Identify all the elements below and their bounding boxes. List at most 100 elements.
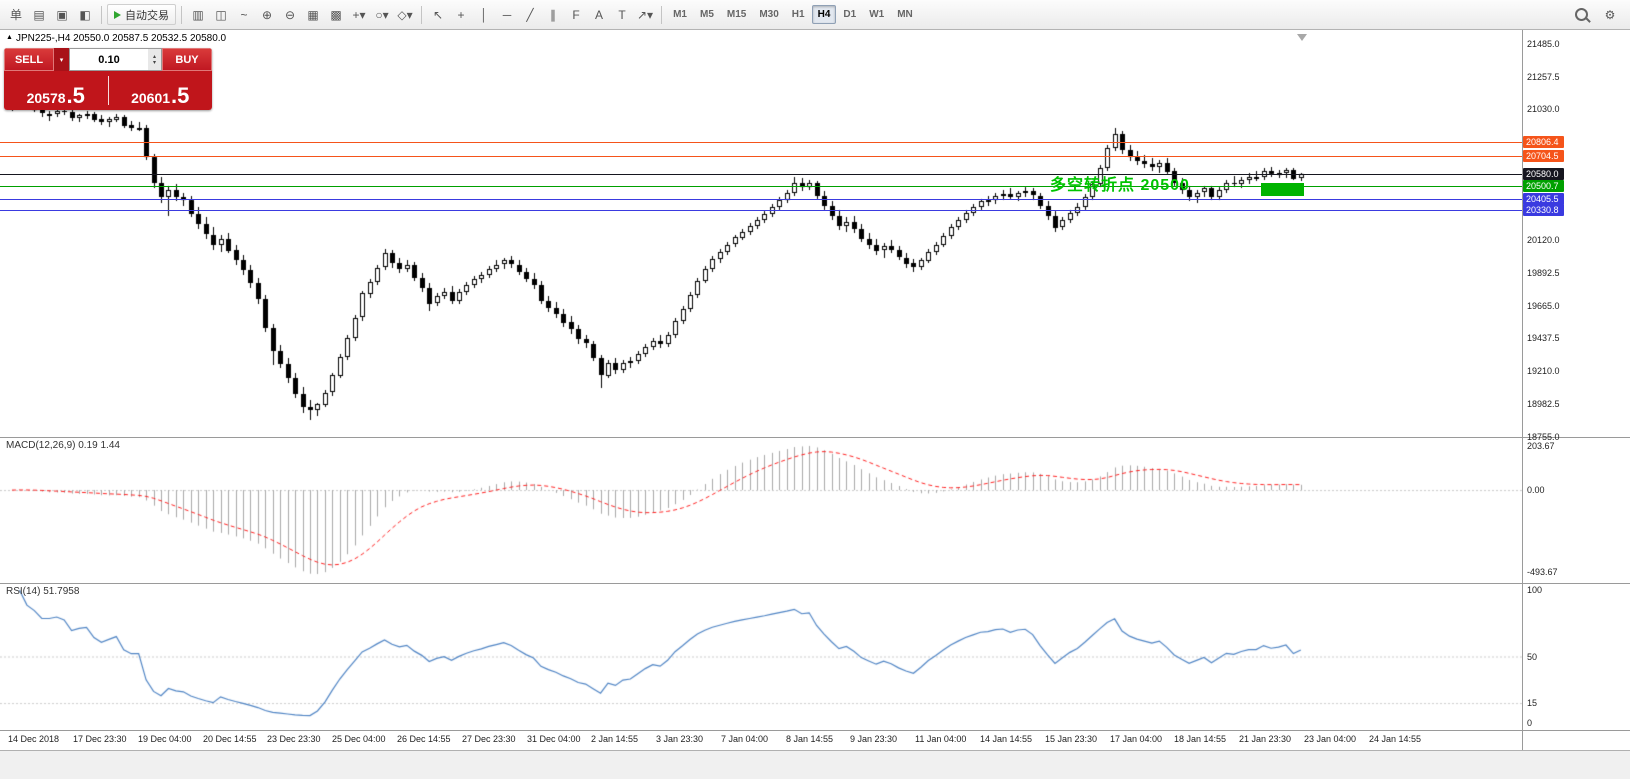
timeframe-button-m1[interactable]: M1 bbox=[667, 5, 693, 24]
hline-20405.5[interactable] bbox=[0, 199, 1522, 200]
sell-button[interactable]: SELL bbox=[4, 48, 54, 71]
crosshair-icon[interactable]: + bbox=[450, 4, 472, 25]
zoom-in-icon[interactable]: ⊕ bbox=[256, 4, 278, 25]
profiles-icon[interactable]: ▣ bbox=[51, 4, 73, 25]
price-tick: 19437.5 bbox=[1527, 333, 1560, 344]
hline-20500.7[interactable] bbox=[0, 186, 1522, 187]
macd-axis-label: 0.00 bbox=[1527, 485, 1545, 496]
buy-button[interactable]: BUY bbox=[162, 48, 212, 71]
search-icon bbox=[1575, 8, 1588, 21]
hline-20806.4[interactable] bbox=[0, 142, 1522, 143]
volume-stepper[interactable]: ▴ ▾ bbox=[148, 49, 161, 70]
price-scale-separator bbox=[1522, 30, 1523, 750]
volume-up-icon[interactable]: ▴ bbox=[152, 53, 156, 60]
timeframes-menu-icon[interactable]: ○▾ bbox=[371, 4, 393, 25]
time-label: 25 Dec 04:00 bbox=[332, 734, 386, 744]
panel-separator-macd-rsi[interactable] bbox=[0, 583, 1630, 584]
vertical-line-icon[interactable]: │ bbox=[473, 4, 495, 25]
tile-windows-icon[interactable]: ▦ bbox=[302, 4, 324, 25]
volume-down-icon[interactable]: ▾ bbox=[152, 59, 156, 66]
cursor-icon[interactable]: ↖ bbox=[427, 4, 449, 25]
equidistant-channel-icon[interactable]: ∥ bbox=[542, 4, 564, 25]
fibonacci-icon[interactable]: F bbox=[565, 4, 587, 25]
templates-menu-icon[interactable]: ◇▾ bbox=[394, 4, 416, 25]
time-label: 23 Jan 04:00 bbox=[1304, 734, 1357, 744]
toolbar-separator bbox=[661, 5, 663, 24]
price-tick: 20120.0 bbox=[1527, 235, 1560, 246]
charts-icon[interactable]: ▤ bbox=[28, 4, 50, 25]
time-label: 24 Jan 14:55 bbox=[1369, 734, 1422, 744]
settings-icon[interactable]: ⚙ bbox=[1599, 4, 1621, 25]
text-label-icon[interactable]: T bbox=[611, 4, 633, 25]
macd-indicator-label: MACD(12,26,9) 0.19 1.44 bbox=[6, 440, 120, 451]
one-click-trading-panel: SELL ▾ ▴ ▾ BUY 20578 .5 20601 .5 bbox=[4, 48, 212, 110]
arrows-icon[interactable]: ↗▾ bbox=[634, 4, 656, 25]
timeframe-button-h4[interactable]: H4 bbox=[811, 5, 837, 24]
buy-price[interactable]: 20601 .5 bbox=[109, 71, 213, 110]
sell-dropdown-icon[interactable]: ▾ bbox=[54, 48, 69, 71]
window-bottom-strip bbox=[0, 750, 1630, 779]
autotrading-label: 自动交易 bbox=[125, 9, 169, 22]
price-tick: 21257.5 bbox=[1527, 71, 1560, 82]
indicators-menu-icon[interactable]: +▾ bbox=[348, 4, 370, 25]
horizontal-line-icon[interactable]: ─ bbox=[496, 4, 518, 25]
timeframe-button-d1[interactable]: D1 bbox=[837, 5, 862, 24]
timeframe-button-m5[interactable]: M5 bbox=[694, 5, 720, 24]
new-order-icon[interactable]: 单 bbox=[5, 4, 27, 25]
volume-input[interactable] bbox=[70, 49, 148, 70]
time-label: 18 Jan 14:55 bbox=[1174, 734, 1227, 744]
macd-axis-label: -493.67 bbox=[1527, 567, 1558, 577]
price-tag-20330.8: 20330.8 bbox=[1523, 203, 1564, 216]
rsi-axis-label: 15 bbox=[1527, 698, 1538, 709]
time-label: 2 Jan 14:55 bbox=[591, 734, 639, 744]
zoom-out-icon[interactable]: ⊖ bbox=[279, 4, 301, 25]
candlestick-chart-icon[interactable]: ◫ bbox=[210, 4, 232, 25]
rsi-indicator-label: RSI(14) 51.7958 bbox=[6, 586, 80, 597]
line-chart-icon[interactable]: ~ bbox=[233, 4, 255, 25]
time-label: 14 Dec 2018 bbox=[8, 734, 60, 744]
timeframe-button-h1[interactable]: H1 bbox=[786, 5, 811, 24]
hline-20704.5[interactable] bbox=[0, 156, 1522, 157]
autotrading-play-icon bbox=[114, 10, 121, 19]
time-label: 14 Jan 14:55 bbox=[980, 734, 1033, 744]
time-label: 26 Dec 14:55 bbox=[397, 734, 451, 744]
rsi-axis-label: 50 bbox=[1527, 651, 1538, 662]
hline-20580.0[interactable] bbox=[0, 174, 1522, 175]
timeframe-button-m30[interactable]: M30 bbox=[753, 5, 784, 24]
timeframe-button-m15[interactable]: M15 bbox=[721, 5, 752, 24]
time-label: 7 Jan 04:00 bbox=[721, 734, 769, 744]
price-tick: 18982.5 bbox=[1527, 398, 1560, 409]
macd-axis-label: 203.67 bbox=[1527, 441, 1555, 451]
bar-chart-icon[interactable]: ▥ bbox=[187, 4, 209, 25]
price-chart-canvas[interactable] bbox=[0, 30, 1630, 750]
trendline-icon[interactable]: ╱ bbox=[519, 4, 541, 25]
market-watch-icon[interactable]: ◧ bbox=[74, 4, 96, 25]
sell-price-frac: .5 bbox=[66, 83, 85, 108]
sell-price[interactable]: 20578 .5 bbox=[4, 71, 108, 110]
cascade-windows-icon[interactable]: ▩ bbox=[325, 4, 347, 25]
chart-shift-marker-icon[interactable] bbox=[1297, 34, 1307, 41]
time-label: 27 Dec 23:30 bbox=[462, 734, 516, 744]
price-tick: 18755.0 bbox=[1527, 431, 1560, 442]
text-icon[interactable]: A bbox=[588, 4, 610, 25]
chart-ohlc-title: ▲ JPN225-,H4 20550.0 20587.5 20532.5 2058… bbox=[6, 33, 227, 44]
symbol-marker-icon: ▲ bbox=[6, 34, 13, 41]
turning-point-annotation[interactable]: 多空转折点 20500 bbox=[1050, 177, 1190, 194]
highlight-rectangle[interactable] bbox=[1261, 183, 1304, 196]
search-icon[interactable] bbox=[1569, 4, 1597, 25]
autotrading-button[interactable]: 自动交易 bbox=[107, 4, 176, 25]
timeframe-button-mn[interactable]: MN bbox=[891, 5, 919, 24]
time-label: 17 Dec 23:30 bbox=[73, 734, 127, 744]
toolbar-separator bbox=[101, 5, 102, 24]
price-tick: 19210.0 bbox=[1527, 366, 1560, 377]
time-label: 11 Jan 04:00 bbox=[915, 734, 967, 744]
time-label: 21 Jan 23:30 bbox=[1239, 734, 1292, 744]
price-tick: 19665.0 bbox=[1527, 300, 1560, 311]
timeframe-button-w1[interactable]: W1 bbox=[863, 5, 890, 24]
hline-20330.8[interactable] bbox=[0, 210, 1522, 211]
sell-price-main: 20578 bbox=[26, 90, 66, 106]
buy-price-main: 20601 bbox=[131, 90, 171, 106]
panel-separator-main-macd[interactable] bbox=[0, 437, 1630, 438]
price-tag-20806.4: 20806.4 bbox=[1523, 135, 1564, 148]
price-tick: 21485.0 bbox=[1527, 38, 1560, 49]
